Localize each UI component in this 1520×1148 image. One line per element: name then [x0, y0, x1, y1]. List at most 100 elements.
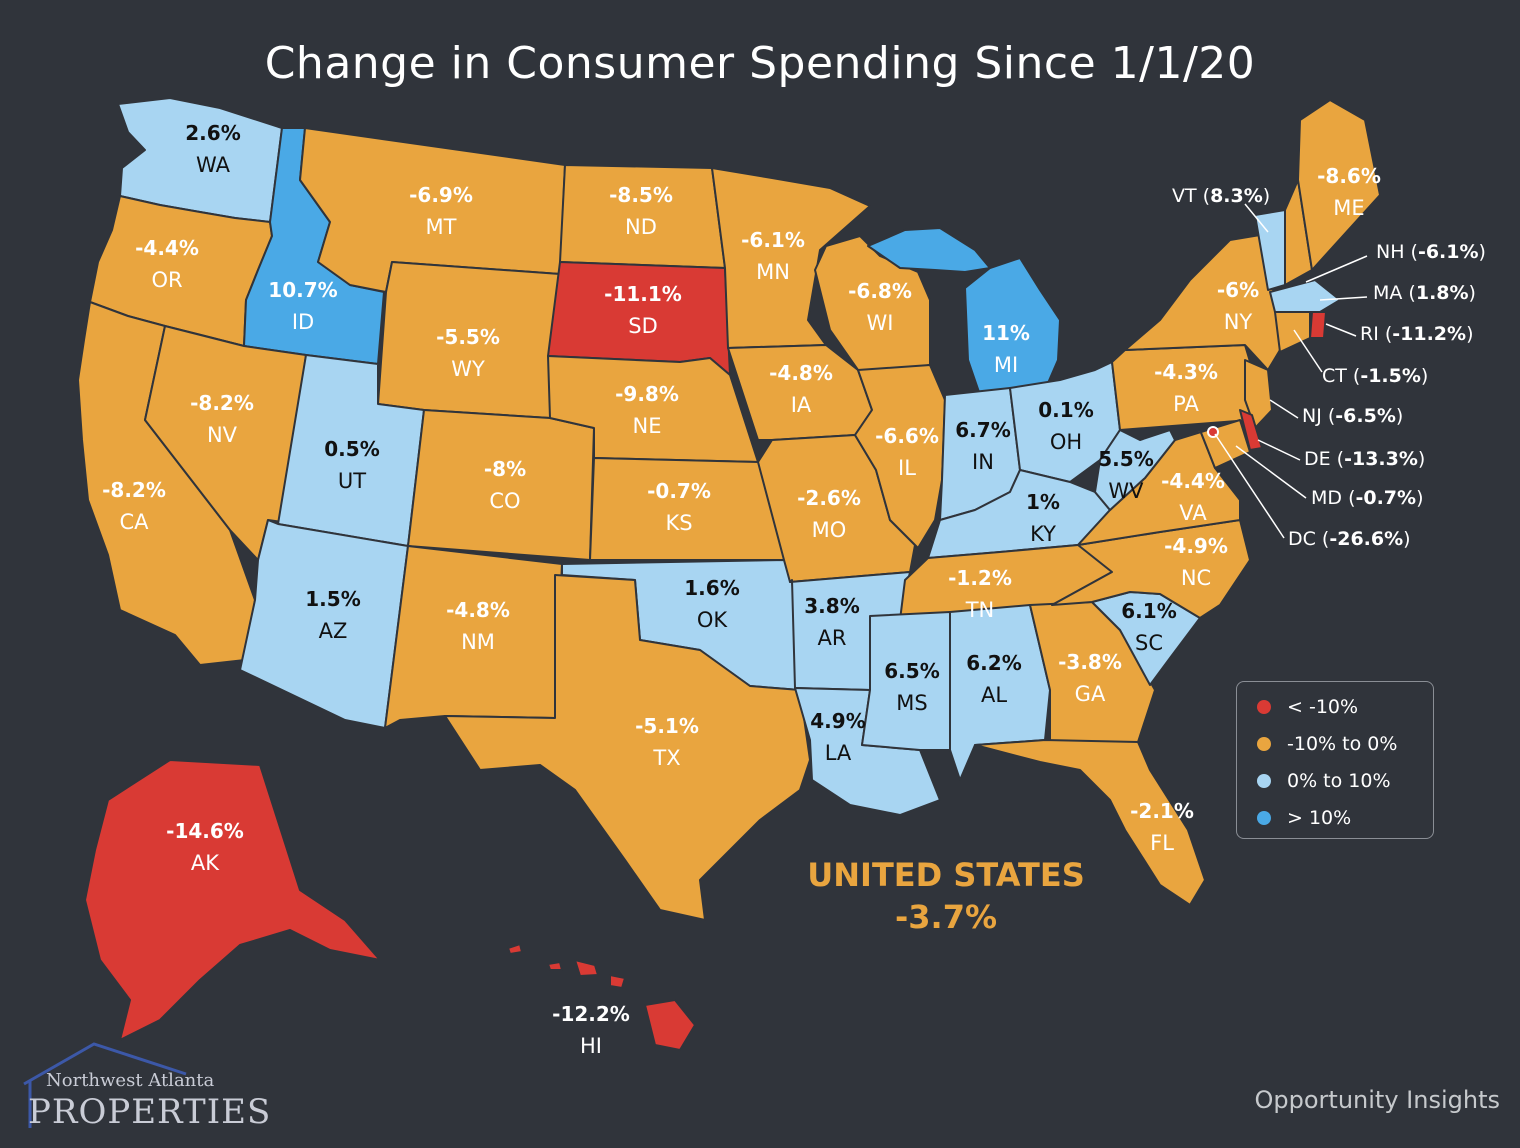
state-abbr-al: AL: [981, 683, 1007, 707]
state-value-or: -4.4%: [135, 236, 199, 260]
state-value-ms: 6.5%: [884, 659, 939, 683]
state-value-ar: 3.8%: [804, 594, 859, 618]
state-value-ky: 1%: [1026, 490, 1060, 514]
callout-leader-vt: [1244, 203, 1269, 233]
state-value-pa: -4.3%: [1154, 360, 1218, 384]
callout-leader-ri: [1325, 323, 1357, 337]
state-value-sd: -11.1%: [604, 282, 682, 306]
state-value-al: 6.2%: [966, 651, 1021, 675]
legend-item: < -10%: [1257, 692, 1358, 722]
state-value-ut: 0.5%: [324, 437, 379, 461]
callout-leader-ma: [1319, 296, 1368, 301]
state-abbr-id: ID: [292, 310, 314, 334]
legend-item: 0% to 10%: [1257, 766, 1391, 796]
state-shape-ak: [84, 759, 381, 1041]
state-value-wy: -5.5%: [436, 325, 500, 349]
state-abbr-sc: SC: [1135, 631, 1163, 655]
callout-label-dc: DC (-26.6%): [1288, 528, 1411, 550]
state-value-nd: -8.5%: [609, 183, 673, 207]
legend-item: > 10%: [1257, 803, 1351, 833]
state-value-va: -4.4%: [1161, 469, 1225, 493]
us-total-label: UNITED STATES: [807, 856, 1085, 894]
state-abbr-ak: AK: [191, 851, 220, 875]
state-value-id: 10.7%: [268, 278, 337, 302]
state-abbr-hi: HI: [580, 1034, 602, 1058]
state-value-in: 6.7%: [955, 418, 1010, 442]
legend-item: -10% to 0%: [1257, 729, 1397, 759]
legend-swatch-red: [1257, 700, 1271, 714]
company-logo: Northwest Atlanta PROPERTIES: [16, 1036, 270, 1136]
legend-label: < -10%: [1287, 696, 1359, 718]
state-shape-il: [854, 364, 946, 549]
callout-label-vt: VT (8.3%): [1172, 185, 1270, 207]
house-roof-icon: [23, 1042, 187, 1128]
callout-label-de: DE (-13.3%): [1304, 448, 1425, 470]
logo-bottom-text: PROPERTIES: [28, 1092, 272, 1132]
state-abbr-ky: KY: [1030, 522, 1056, 546]
state-value-az: 1.5%: [305, 587, 360, 611]
state-value-ga: -3.8%: [1058, 650, 1122, 674]
legend-label: > 10%: [1287, 807, 1352, 829]
state-value-wa: 2.6%: [185, 121, 240, 145]
callout-label-ct: CT (-1.5%): [1322, 365, 1428, 387]
state-abbr-ks: KS: [665, 511, 692, 535]
state-abbr-ut: UT: [338, 469, 366, 493]
state-abbr-la: LA: [825, 741, 852, 765]
state-value-fl: -2.1%: [1130, 799, 1194, 823]
state-shape-me: [1297, 99, 1381, 271]
state-shape-hi: [507, 943, 696, 1051]
state-abbr-mo: MO: [812, 518, 847, 542]
state-abbr-mn: MN: [756, 260, 790, 284]
state-value-ia: -4.8%: [769, 361, 833, 385]
state-abbr-tx: TX: [652, 746, 680, 770]
legend-swatch-light-blue: [1257, 774, 1271, 788]
state-abbr-wi: WI: [867, 311, 894, 335]
state-abbr-ga: GA: [1075, 682, 1106, 706]
state-shape-co: [407, 409, 595, 561]
callout-leader-md: [1235, 445, 1307, 499]
state-value-co: -8%: [484, 457, 526, 481]
state-abbr-va: VA: [1179, 501, 1207, 525]
callout-leader-dc: [1214, 433, 1285, 539]
state-value-wi: -6.8%: [848, 279, 912, 303]
us-total-value: -3.7%: [894, 898, 998, 936]
legend-swatch-blue: [1257, 811, 1271, 825]
state-shape-wv: [1094, 429, 1176, 511]
state-abbr-pa: PA: [1173, 392, 1199, 416]
state-value-me: -8.6%: [1317, 164, 1381, 188]
callout-leader-ct: [1293, 329, 1323, 373]
state-abbr-ok: OK: [697, 608, 729, 632]
state-abbr-nm: NM: [461, 630, 495, 654]
state-value-oh: 0.1%: [1038, 398, 1093, 422]
logo-top-text: Northwest Atlanta: [46, 1070, 215, 1091]
state-abbr-wa: WA: [196, 153, 231, 177]
state-shape-mi: [867, 227, 1061, 396]
state-value-ny: -6%: [1217, 278, 1259, 302]
state-abbr-wv: WV: [1108, 479, 1144, 503]
state-shape-de: [1239, 409, 1263, 451]
state-abbr-ny: NY: [1224, 310, 1253, 334]
page-title: Change in Consumer Spending Since 1/1/20: [264, 38, 1256, 89]
state-abbr-ar: AR: [818, 626, 847, 650]
callout-leader-nh: [1305, 255, 1368, 283]
state-value-nv: -8.2%: [190, 391, 254, 415]
callout-leader-de: [1257, 439, 1301, 461]
state-value-ne: -9.8%: [615, 382, 679, 406]
state-value-la: 4.9%: [810, 709, 865, 733]
state-abbr-me: ME: [1333, 196, 1364, 220]
state-shape-nj: [1244, 359, 1273, 429]
state-shape-ks: [589, 457, 785, 561]
state-value-nm: -4.8%: [446, 598, 510, 622]
state-value-nc: -4.9%: [1164, 534, 1228, 558]
state-shape-ri: [1309, 311, 1327, 339]
state-abbr-sd: SD: [628, 314, 658, 338]
legend-label: -10% to 0%: [1287, 733, 1398, 755]
state-shape-fl: [974, 739, 1206, 906]
state-abbr-nv: NV: [207, 423, 238, 447]
state-abbr-ia: IA: [791, 393, 812, 417]
state-value-hi: -12.2%: [552, 1002, 630, 1026]
state-abbr-tn: TN: [965, 598, 995, 622]
state-value-wv: 5.5%: [1098, 447, 1153, 471]
source-credit: Opportunity Insights: [1254, 1086, 1500, 1114]
